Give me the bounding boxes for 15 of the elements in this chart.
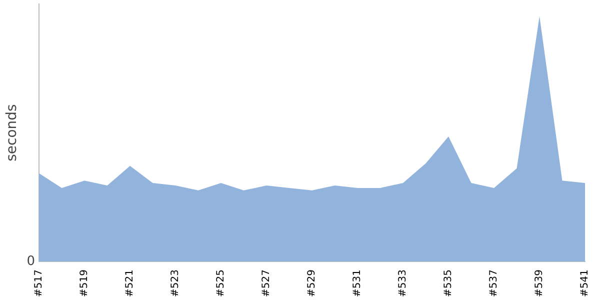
x-tick-label: #541 <box>580 270 591 298</box>
x-tick-label: #531 <box>352 270 364 298</box>
x-tick-label: #525 <box>216 270 227 298</box>
x-tick-label: #529 <box>306 270 318 298</box>
x-tick-label: #535 <box>443 270 454 298</box>
x-tick-label: #537 <box>488 270 500 298</box>
x-tick-label: #527 <box>261 270 272 298</box>
y-axis-title: seconds <box>4 104 20 162</box>
text: 0 <box>26 254 35 269</box>
x-tick-label: #539 <box>534 270 546 298</box>
x-tick-label: #519 <box>79 270 90 298</box>
x-tick-label: #521 <box>124 270 136 298</box>
x-tick-label: #523 <box>170 270 182 298</box>
x-tick-label: #533 <box>398 270 409 298</box>
x-tick-label: #517 <box>34 270 45 298</box>
